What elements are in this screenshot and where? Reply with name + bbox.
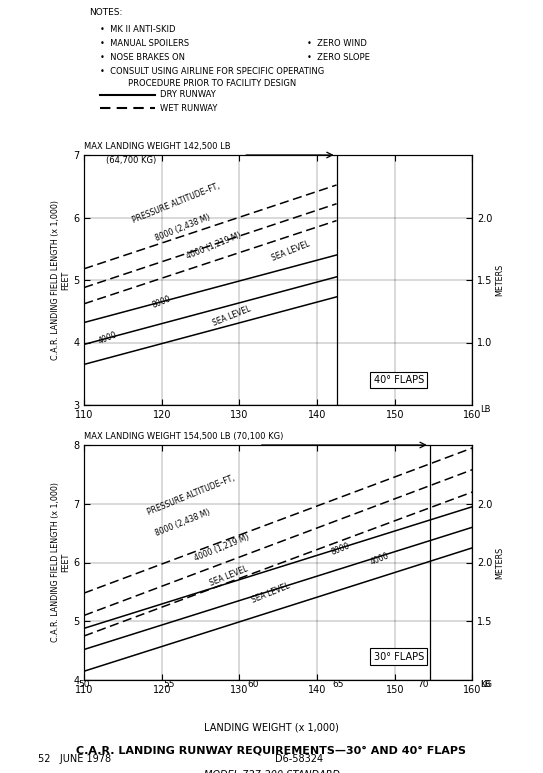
Text: 8000: 8000 bbox=[330, 541, 351, 557]
Text: DRY RUNWAY: DRY RUNWAY bbox=[160, 90, 216, 99]
Text: 4000 (1,219 M): 4000 (1,219 M) bbox=[185, 231, 243, 261]
Text: KG: KG bbox=[480, 680, 492, 689]
Y-axis label: METERS: METERS bbox=[495, 547, 504, 579]
Text: SEA LEVEL: SEA LEVEL bbox=[209, 564, 249, 587]
Text: 65: 65 bbox=[332, 680, 344, 689]
Text: LB: LB bbox=[480, 405, 491, 414]
Text: 4000: 4000 bbox=[369, 552, 390, 567]
Text: 8000: 8000 bbox=[151, 295, 173, 310]
Y-axis label: C.A.R. LANDING FIELD LENGTH (x 1,000)
FEET: C.A.R. LANDING FIELD LENGTH (x 1,000) FE… bbox=[51, 482, 70, 642]
Text: 50: 50 bbox=[78, 680, 90, 689]
Text: D6-58324: D6-58324 bbox=[275, 754, 323, 764]
Text: 8000 (2,438 M): 8000 (2,438 M) bbox=[154, 508, 212, 538]
Text: PRESSURE ALTITUDE–FT,: PRESSURE ALTITUDE–FT, bbox=[146, 473, 236, 516]
Text: •  NOSE BRAKES ON: • NOSE BRAKES ON bbox=[100, 53, 186, 62]
Text: C.A.R. LANDING RUNWAY REQUIREMENTS—30° AND 40° FLAPS: C.A.R. LANDING RUNWAY REQUIREMENTS—30° A… bbox=[77, 746, 466, 756]
Text: (64,700 KG): (64,700 KG) bbox=[106, 156, 156, 165]
Text: 55: 55 bbox=[163, 680, 174, 689]
Text: NOTES:: NOTES: bbox=[90, 8, 123, 17]
Text: MAX LANDING WEIGHT 154,500 LB (70,100 KG): MAX LANDING WEIGHT 154,500 LB (70,100 KG… bbox=[84, 432, 283, 441]
Text: 52   JUNE 1978: 52 JUNE 1978 bbox=[38, 754, 111, 764]
Text: LB: LB bbox=[480, 680, 491, 689]
Text: •  MANUAL SPOILERS: • MANUAL SPOILERS bbox=[100, 39, 190, 48]
Text: •  ZERO SLOPE: • ZERO SLOPE bbox=[307, 53, 370, 62]
Text: 30° FLAPS: 30° FLAPS bbox=[374, 652, 424, 662]
Text: •  MK II ANTI-SKID: • MK II ANTI-SKID bbox=[100, 25, 176, 34]
Text: PRESSURE ALTITUDE–FT,: PRESSURE ALTITUDE–FT, bbox=[131, 182, 221, 225]
Text: MODEL 727-200 STANDARD: MODEL 727-200 STANDARD bbox=[204, 771, 339, 773]
Text: SEA LEVEL: SEA LEVEL bbox=[250, 581, 291, 604]
Y-axis label: METERS: METERS bbox=[495, 264, 504, 296]
Text: LANDING WEIGHT (x 1,000): LANDING WEIGHT (x 1,000) bbox=[204, 723, 339, 733]
Text: •  CONSULT USING AIRLINE FOR SPECIFIC OPERATING: • CONSULT USING AIRLINE FOR SPECIFIC OPE… bbox=[100, 66, 325, 76]
Text: 70: 70 bbox=[417, 680, 428, 689]
Text: PROCEDURE PRIOR TO FACILITY DESIGN: PROCEDURE PRIOR TO FACILITY DESIGN bbox=[128, 79, 296, 88]
Text: 40° FLAPS: 40° FLAPS bbox=[374, 375, 424, 385]
Text: 4000: 4000 bbox=[97, 330, 118, 346]
Text: 60: 60 bbox=[248, 680, 259, 689]
Text: 8000 (2,438 M): 8000 (2,438 M) bbox=[154, 213, 212, 243]
Text: MAX LANDING WEIGHT 142,500 LB: MAX LANDING WEIGHT 142,500 LB bbox=[84, 142, 231, 152]
Text: 4000 (1,219 M): 4000 (1,219 M) bbox=[193, 533, 250, 563]
Text: •  ZERO WIND: • ZERO WIND bbox=[307, 39, 367, 48]
Text: SEA LEVEL: SEA LEVEL bbox=[211, 304, 252, 328]
Y-axis label: C.A.R. LANDING FIELD LENGTH (x 1,000)
FEET: C.A.R. LANDING FIELD LENGTH (x 1,000) FE… bbox=[51, 200, 70, 360]
Text: SEA LEVEL: SEA LEVEL bbox=[270, 239, 311, 263]
Text: WET RUNWAY: WET RUNWAY bbox=[160, 104, 218, 113]
